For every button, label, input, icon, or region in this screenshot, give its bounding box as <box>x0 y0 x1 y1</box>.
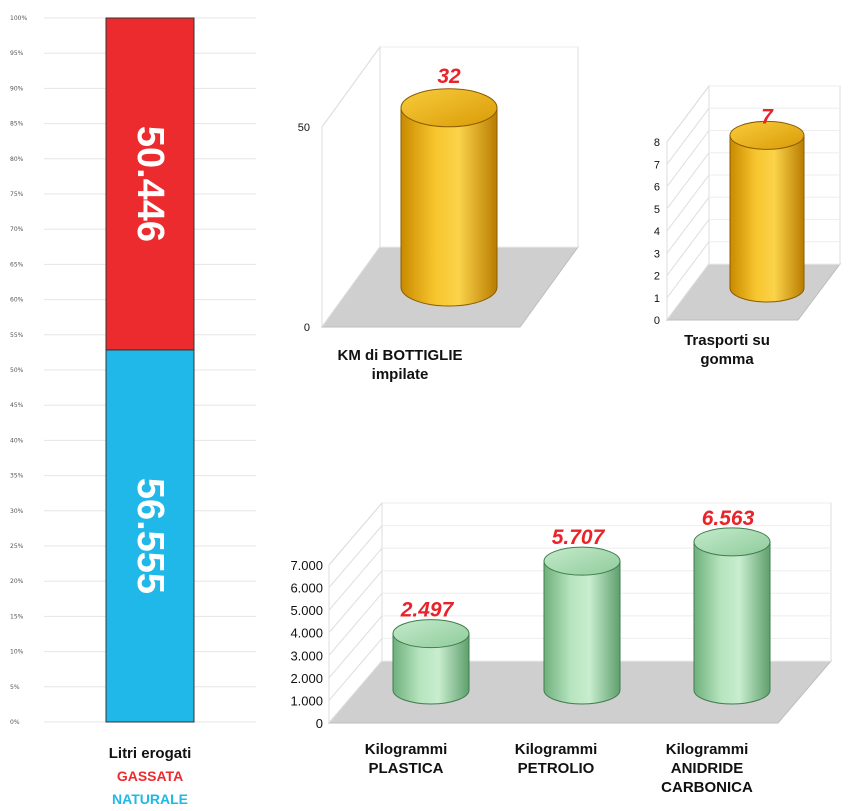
side-gridline <box>666 130 710 187</box>
y-tick-label: 10% <box>10 649 24 656</box>
y-tick-label: 0% <box>10 719 20 726</box>
cylinder-body <box>693 541 771 705</box>
category-label: ANIDRIDE <box>671 760 744 777</box>
y-tick-label: 35% <box>10 473 24 480</box>
data-label: 6.563 <box>702 507 755 530</box>
y-tick-label: 45% <box>10 402 24 409</box>
cylinder-top <box>693 527 771 557</box>
y-tick-label: 7 <box>654 159 660 171</box>
stacked-percent-chart: 0% 5% 10% 15% 20% 25% 30% 35% 40% 45% 50% 55% 60% 65%… <box>10 15 256 807</box>
data-label: 2.497 <box>400 599 455 622</box>
side-gridline <box>321 246 381 328</box>
side-gridline <box>328 592 383 656</box>
y-tick-label: 70% <box>10 226 24 233</box>
category-label: PETROLIO <box>518 760 595 777</box>
y-tick-label: 0 <box>316 716 323 731</box>
y-tick-label: 1 <box>654 293 660 305</box>
y-tick-label: 50 <box>298 122 310 134</box>
y-tick-label: 3.000 <box>290 648 323 663</box>
y-tick-label: 5% <box>10 684 20 691</box>
data-label: 32 <box>437 65 461 88</box>
y-tick-label: 85% <box>10 121 24 128</box>
x-axis-label: Litri erogati <box>109 745 192 762</box>
side-gridline <box>666 263 710 321</box>
y-tick-label: 60% <box>10 297 24 304</box>
bar-segment-naturale <box>105 349 195 723</box>
y-tick-label: 5 <box>654 204 660 216</box>
y-tick-label: 8 <box>654 137 660 149</box>
road-transport-chart: 0 1 2 3 4 5 6 7 8 7 Trasporti su gomma <box>654 84 841 368</box>
side-gridline <box>321 46 381 128</box>
y-tick-label: 55% <box>10 332 24 339</box>
y-tick-label: 25% <box>10 543 24 550</box>
y-tick-label: 65% <box>10 261 24 268</box>
y-tick-label: 2.000 <box>290 671 323 686</box>
cylinder-top <box>392 619 470 649</box>
side-gridline <box>328 638 383 701</box>
km-bottles-chart: 0 50 32 KM di BOTTIGLIE impilate <box>298 45 579 383</box>
y-tick-label: 4 <box>654 226 660 238</box>
category-label: Kilogrammi <box>666 741 749 758</box>
category-label: KM di BOTTIGLIE <box>338 347 463 364</box>
category-label: Kilogrammi <box>515 741 598 758</box>
y-tick-label: 40% <box>10 437 24 444</box>
side-gridline <box>328 502 383 566</box>
cylinder-top <box>729 120 805 150</box>
data-label: 7 <box>761 105 774 128</box>
category-label: CARBONICA <box>661 779 753 796</box>
y-tick-label: 0 <box>304 322 310 334</box>
side-gridline <box>666 107 710 165</box>
kilograms-chart: 0 1.000 2.000 3.000 4.000 5.000 6.000 7.000 2.49… <box>290 501 833 796</box>
y-tick-label: 50% <box>10 367 24 374</box>
category-label: Trasporti su <box>684 332 770 349</box>
segment-value-label: 50.446 <box>129 126 171 242</box>
cylinder-body <box>400 107 498 307</box>
cylinder-body <box>543 560 621 705</box>
y-tick-label: 30% <box>10 508 24 515</box>
cylinder-top <box>400 88 498 128</box>
side-gridline <box>666 152 710 210</box>
side-gridline <box>666 219 710 276</box>
y-tick-label: 5.000 <box>290 603 323 618</box>
bar-segment-gassata <box>105 17 195 351</box>
segment-value-label: 56.555 <box>129 478 171 594</box>
y-tick-label: 1.000 <box>290 693 323 708</box>
y-tick-label: 20% <box>10 578 24 585</box>
category-label: Kilogrammi <box>365 741 448 758</box>
y-tick-label: 6.000 <box>290 581 323 596</box>
y-tick-label: 75% <box>10 191 24 198</box>
side-gridline <box>328 615 383 679</box>
side-gridline <box>666 196 710 254</box>
y-tick-label: 100% <box>10 15 27 22</box>
legend-gassata: GASSATA <box>117 768 183 784</box>
side-gridline <box>328 660 383 724</box>
side-gridline <box>328 525 383 588</box>
data-label: 5.707 <box>552 526 606 549</box>
category-label: impilate <box>372 366 429 383</box>
side-gridline <box>666 241 710 299</box>
category-label: gomma <box>700 351 754 368</box>
side-gridline <box>328 547 383 611</box>
y-tick-label: 95% <box>10 50 24 57</box>
y-tick-label: 7.000 <box>290 558 323 573</box>
side-gridline <box>666 174 710 232</box>
y-tick-label: 4.000 <box>290 626 323 641</box>
y-tick-label: 3 <box>654 248 660 260</box>
side-gridline <box>328 570 383 634</box>
y-tick-label: 0 <box>654 315 660 327</box>
cylinder-body <box>729 134 805 303</box>
cylinder-body <box>392 633 470 705</box>
y-tick-label: 6 <box>654 182 660 194</box>
y-tick-label: 15% <box>10 613 24 620</box>
cylinder-top <box>543 546 621 576</box>
legend-naturale: NATURALE <box>112 791 188 807</box>
side-gridline <box>666 85 710 143</box>
category-label: PLASTICA <box>369 760 444 777</box>
y-tick-label: 2 <box>654 271 660 283</box>
y-tick-label: 90% <box>10 85 24 92</box>
y-tick-label: 80% <box>10 156 24 163</box>
